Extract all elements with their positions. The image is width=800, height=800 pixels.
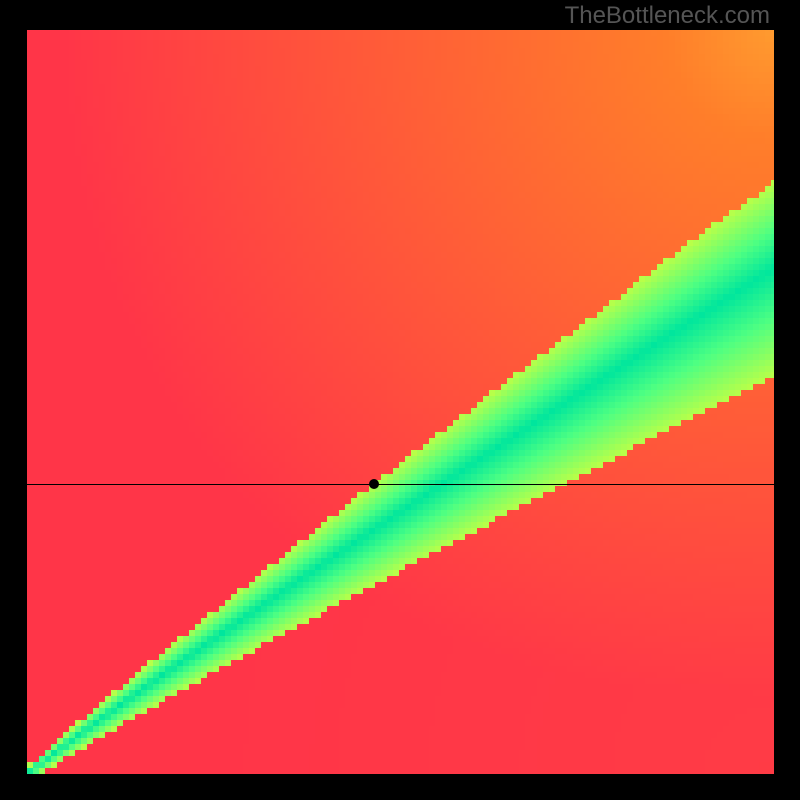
crosshair-horizontal: [27, 484, 774, 485]
heatmap-canvas: [27, 30, 774, 774]
heatmap-chart: [27, 30, 774, 774]
chart-frame: TheBottleneck.com: [0, 0, 800, 800]
crosshair-vertical: [374, 774, 375, 800]
watermark-text: TheBottleneck.com: [565, 2, 770, 30]
data-point-marker: [369, 479, 379, 489]
